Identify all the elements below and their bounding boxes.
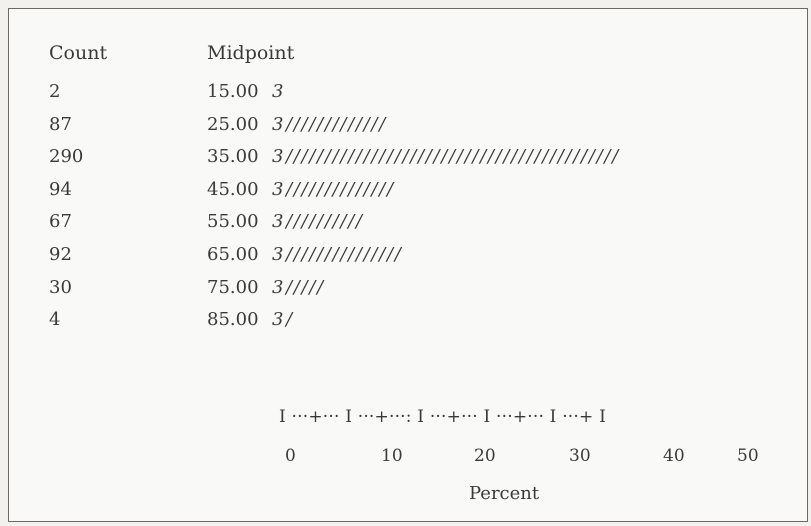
x-tick-label: 30 xyxy=(569,446,591,466)
x-tick-label: 20 xyxy=(474,446,496,466)
midpoint-header: Midpoint xyxy=(207,42,295,64)
count-cell: 67 xyxy=(49,211,72,232)
x-axis-label: Percent xyxy=(469,483,540,504)
midpoint-cell: 35.00 xyxy=(207,146,259,167)
histogram-bar: / xyxy=(286,309,294,330)
x-tick-label: 10 xyxy=(381,446,403,466)
bar-prefix: 3 xyxy=(272,211,284,232)
bar-prefix: 3 xyxy=(272,146,284,167)
count-cell: 30 xyxy=(49,277,72,298)
midpoint-cell: 85.00 xyxy=(207,309,259,330)
histogram-bar: ///// xyxy=(286,277,325,298)
bar-prefix: 3 xyxy=(272,244,284,265)
bar-prefix: 3 xyxy=(272,277,284,298)
midpoint-cell: 75.00 xyxy=(207,277,259,298)
count-cell: 4 xyxy=(49,309,61,330)
histogram-bar: ////////// xyxy=(286,211,364,232)
histogram-panel: Count Midpoint 2 15.00 3 87 25.00 3//////////… xyxy=(8,8,808,522)
count-cell: 290 xyxy=(49,146,84,167)
count-cell: 92 xyxy=(49,244,72,265)
midpoint-cell: 15.00 xyxy=(207,81,259,102)
bar-prefix: 3 xyxy=(272,114,284,135)
midpoint-cell: 65.00 xyxy=(207,244,259,265)
x-tick-label: 40 xyxy=(663,446,685,466)
count-cell: 2 xyxy=(49,81,61,102)
x-tick-label: 50 xyxy=(737,446,759,466)
histogram-bar: /////////////// xyxy=(286,244,403,265)
midpoint-cell: 55.00 xyxy=(207,211,259,232)
x-tick-label: 0 xyxy=(285,446,296,466)
count-header: Count xyxy=(49,42,108,64)
midpoint-cell: 45.00 xyxy=(207,179,259,200)
histogram-bar: ////////////// xyxy=(286,179,395,200)
count-cell: 87 xyxy=(49,114,72,135)
count-cell: 94 xyxy=(49,179,72,200)
bar-prefix: 3 xyxy=(272,81,284,102)
bar-prefix: 3 xyxy=(272,309,284,330)
bar-prefix: 3 xyxy=(272,179,284,200)
histogram-bar: ////////////////////////////////////////… xyxy=(286,146,620,167)
histogram-bar: ///////////// xyxy=(286,114,387,135)
x-axis-line: I ···+··· I ···+···: I ···+··· I ···+···… xyxy=(279,407,606,427)
midpoint-cell: 25.00 xyxy=(207,114,259,135)
